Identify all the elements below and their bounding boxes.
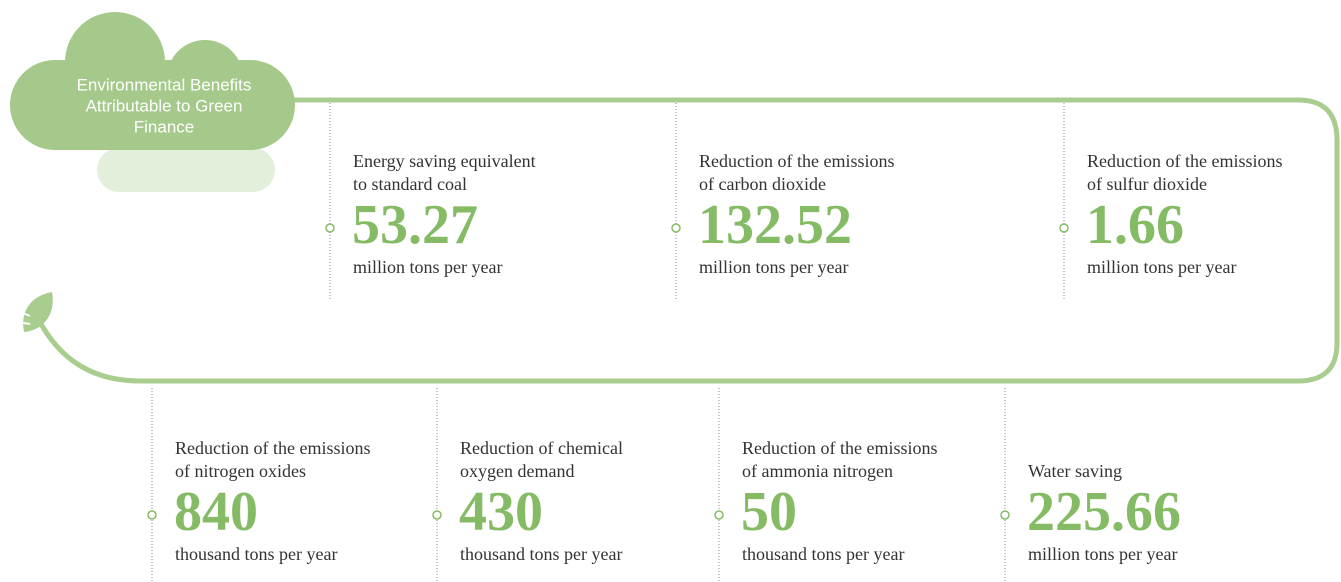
item: Reduction of the emissions of sulfur diox… <box>1060 103 1282 300</box>
item-label: Reduction of the emissions <box>175 438 370 458</box>
item-unit: million tons per year <box>1028 544 1177 564</box>
marker <box>148 511 156 519</box>
marker <box>1060 224 1068 232</box>
item: Reduction of the emissions of nitrogen ox… <box>148 388 370 582</box>
leaf <box>18 292 53 332</box>
item-unit: million tons per year <box>699 257 848 277</box>
marker <box>326 224 334 232</box>
item: Energy saving equivalent to standard coal… <box>326 103 536 300</box>
item-unit: thousand tons per year <box>175 544 337 564</box>
item-label: of ammonia nitrogen <box>742 461 893 481</box>
item-label: Reduction of chemical <box>460 438 623 458</box>
item-label: of sulfur dioxide <box>1087 174 1207 194</box>
item-unit: thousand tons per year <box>460 544 622 564</box>
item-label: of nitrogen oxides <box>175 461 306 481</box>
item-value: 50 <box>741 481 797 543</box>
item-value: 840 <box>174 481 258 543</box>
item-label: to standard coal <box>353 174 467 194</box>
item-unit: thousand tons per year <box>742 544 904 564</box>
item-value: 132.52 <box>698 194 852 256</box>
item: Reduction of the emissions of ammonia nit… <box>715 388 937 582</box>
item-label: of carbon dioxide <box>699 174 826 194</box>
infographic: Environmental Benefits Attributable to Gr… <box>0 0 1341 582</box>
title-line: Environmental Benefits <box>77 75 252 94</box>
item-value: 1.66 <box>1086 194 1184 256</box>
item-value: 53.27 <box>352 194 478 256</box>
item-label: Reduction of the emissions <box>742 438 937 458</box>
item-label: Energy saving equivalent <box>353 151 536 171</box>
item-unit: million tons per year <box>353 257 502 277</box>
item-label: Reduction of the emissions <box>699 151 894 171</box>
item-value: 430 <box>459 481 543 543</box>
title-line: Finance <box>134 117 194 136</box>
item-unit: million tons per year <box>1087 257 1236 277</box>
item-label: Reduction of the emissions <box>1087 151 1282 171</box>
item: Reduction of chemical oxygen demand430tho… <box>433 388 623 582</box>
marker <box>1001 511 1009 519</box>
marker <box>672 224 680 232</box>
cloud-shadow <box>97 148 275 192</box>
item-value: 225.66 <box>1027 481 1181 543</box>
item-label: Water saving <box>1028 461 1122 481</box>
marker <box>433 511 441 519</box>
items: Energy saving equivalent to standard coal… <box>148 103 1282 582</box>
marker <box>715 511 723 519</box>
item-label: oxygen demand <box>460 461 574 481</box>
title-line: Attributable to Green <box>86 96 243 115</box>
item: Reduction of the emissions of carbon diox… <box>672 103 894 300</box>
